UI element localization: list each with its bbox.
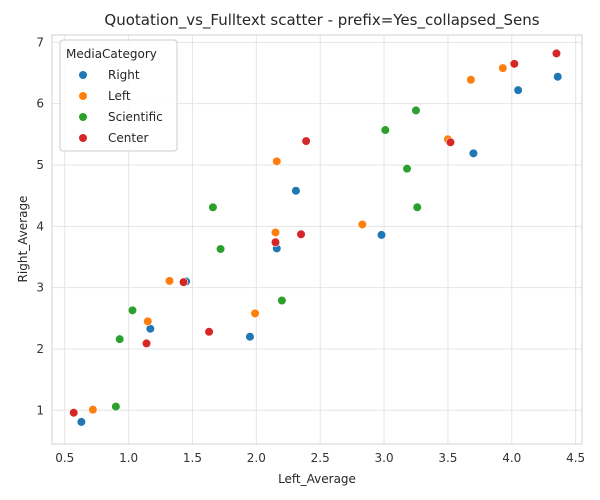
point-left — [498, 63, 508, 73]
legend-label-scientific: Scientific — [108, 110, 163, 124]
data-points — [69, 48, 563, 427]
x-tick-label: 3.0 — [375, 451, 394, 465]
legend: MediaCategory Right Left Scientific Center — [59, 39, 178, 152]
y-tick-label: 7 — [36, 35, 44, 49]
point-center — [296, 229, 306, 239]
point-center — [141, 338, 152, 349]
point-left — [270, 227, 281, 238]
point-scientific — [115, 334, 125, 344]
legend-marker-scientific — [78, 112, 88, 122]
point-scientific — [402, 164, 412, 174]
x-axis-label: Left_Average — [278, 472, 356, 486]
y-tick-label: 5 — [36, 158, 44, 172]
point-center — [551, 48, 562, 58]
point-left — [164, 276, 175, 286]
legend-marker-left — [78, 91, 88, 101]
y-tick-label: 3 — [36, 281, 44, 295]
point-center — [445, 137, 456, 147]
point-left — [357, 219, 367, 230]
point-center — [270, 237, 281, 247]
grid-lines — [52, 35, 582, 444]
point-scientific — [380, 125, 390, 135]
point-right — [468, 148, 479, 158]
legend-label-right: Right — [108, 68, 140, 82]
x-tick-label: 4.5 — [566, 451, 585, 465]
x-tick-label: 3.5 — [438, 451, 457, 465]
y-tick-label: 4 — [36, 219, 44, 233]
chart-title: Quotation_vs_Fulltext scatter - prefix=Y… — [104, 11, 539, 30]
y-tick-label: 1 — [36, 403, 44, 417]
point-scientific — [111, 401, 121, 412]
point-right — [513, 85, 523, 95]
point-scientific — [412, 202, 422, 212]
x-tick-label: 2.5 — [311, 451, 330, 465]
point-center — [178, 277, 189, 287]
x-tick-label: 1.5 — [183, 451, 202, 465]
point-left — [88, 405, 98, 415]
legend-label-left: Left — [108, 89, 131, 103]
legend-box — [59, 39, 178, 152]
x-tick-label: 2.0 — [247, 451, 266, 465]
point-scientific — [215, 244, 226, 254]
point-right — [291, 186, 301, 196]
y-tick-label: 2 — [36, 342, 44, 356]
point-scientific — [127, 305, 138, 315]
tick-labels: 0.5 1.0 1.5 2.0 2.5 3.0 3.5 4.0 4.5 1 2 3 4 5 6 7 — [36, 35, 585, 465]
point-right — [553, 72, 563, 82]
point-center — [509, 59, 519, 69]
point-left — [272, 156, 282, 166]
point-left — [466, 75, 476, 85]
x-tick-label: 0.5 — [55, 451, 74, 465]
point-right — [376, 230, 387, 240]
point-right — [245, 332, 255, 342]
legend-marker-right — [78, 70, 88, 80]
x-tick-label: 4.0 — [502, 451, 521, 465]
point-right — [76, 417, 86, 427]
point-center — [301, 136, 311, 146]
x-tick-label: 1.0 — [119, 451, 138, 465]
point-center — [69, 408, 79, 418]
point-scientific — [208, 202, 218, 212]
legend-label-center: Center — [108, 131, 148, 145]
point-center — [204, 327, 214, 337]
y-tick-label: 6 — [36, 97, 44, 111]
point-scientific — [277, 295, 287, 306]
legend-title: MediaCategory — [66, 47, 157, 61]
y-axis-label: Right_Average — [16, 196, 30, 283]
legend-items: Right Left Scientific Center — [78, 68, 163, 145]
point-scientific — [411, 105, 421, 116]
point-left — [250, 308, 260, 318]
legend-marker-center — [78, 133, 88, 143]
point-left — [143, 316, 153, 326]
plot-frame — [51, 34, 583, 445]
